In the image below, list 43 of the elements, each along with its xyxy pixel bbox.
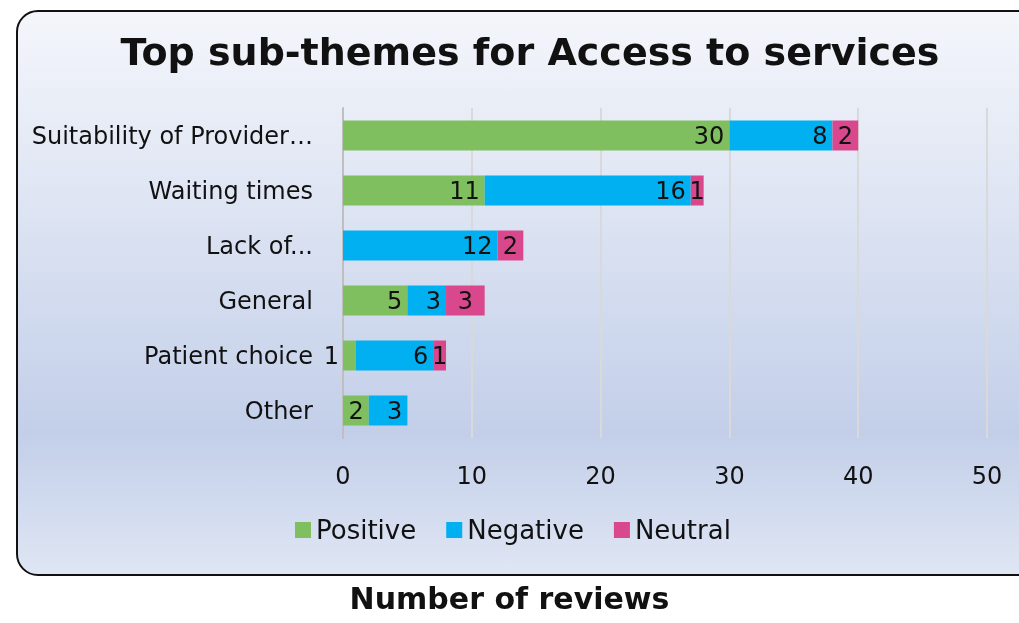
legend-label: Positive	[316, 515, 417, 545]
data-label: 2	[348, 396, 364, 425]
bar	[343, 230, 498, 261]
data-label: 1	[431, 341, 448, 370]
x-tick-label: 0	[335, 462, 351, 490]
data-label: 3	[387, 396, 403, 425]
bar	[355, 340, 434, 371]
data-label: 30	[693, 121, 725, 150]
bar	[343, 175, 485, 206]
bar	[446, 285, 485, 316]
y-tick-label: Waiting times	[148, 176, 313, 205]
data-label: 5	[387, 286, 403, 315]
y-tick-label: Suitability of Provider…	[31, 121, 313, 150]
bar	[343, 285, 408, 316]
x-tick-label: 30	[714, 462, 745, 490]
data-label: 1	[689, 176, 705, 205]
y-tick-label: Patient choice	[144, 341, 313, 370]
data-label: 2	[502, 231, 519, 260]
data-label: 2	[837, 121, 853, 150]
bar	[343, 120, 730, 151]
legend-label: Negative	[467, 515, 584, 545]
bar	[343, 340, 356, 371]
legend-label: Neutral	[634, 515, 731, 545]
bar	[729, 120, 833, 151]
data-label: 12	[462, 231, 493, 260]
data-label: 11	[449, 176, 480, 205]
chart-title: Top sub-themes for Access to services	[120, 30, 940, 74]
x-axis-title: Number of reviews	[349, 580, 670, 616]
bar	[484, 175, 691, 206]
y-tick-label: Other	[244, 396, 314, 425]
y-tick-label: Lack of...	[205, 231, 313, 260]
data-label: 6	[412, 341, 429, 370]
x-tick-label: 40	[842, 462, 874, 490]
y-tick-label: General	[218, 286, 313, 315]
data-label: 3	[457, 286, 473, 315]
x-tick-label: 50	[971, 462, 1003, 490]
data-label: 8	[812, 121, 828, 150]
data-label: 3	[425, 286, 442, 315]
bar	[407, 285, 447, 316]
x-tick-label: 20	[585, 462, 616, 490]
x-tick-label: 10	[456, 462, 488, 490]
data-label: 16	[655, 176, 686, 205]
data-label: 1	[323, 341, 339, 370]
